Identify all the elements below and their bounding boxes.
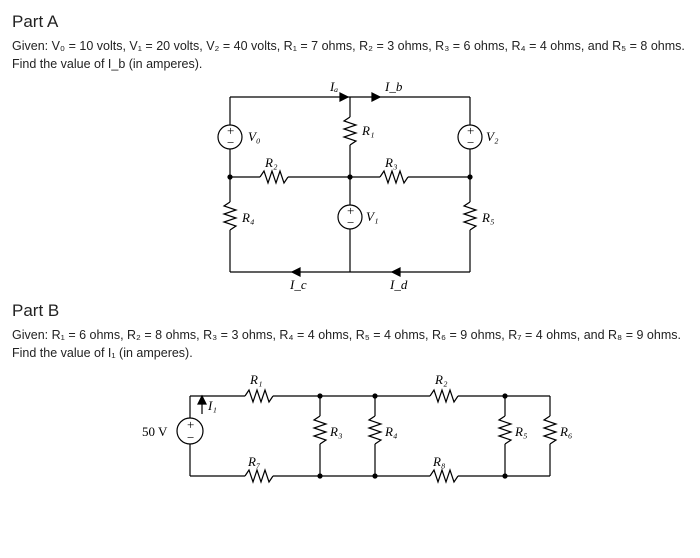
- svg-text:−: −: [227, 135, 234, 150]
- part-a-circuit: Iₐ I_b + − V₀ R₁ + − V₂ R₂ R₃: [180, 77, 520, 297]
- label-v1: V₁: [366, 209, 378, 224]
- label-r5: R₅: [481, 210, 494, 225]
- label-r6: R₆: [559, 424, 572, 439]
- label-r8: R₈: [432, 454, 446, 469]
- label-r7: R₇: [247, 454, 261, 469]
- label-r3b: R₃: [329, 424, 342, 439]
- svg-text:−: −: [347, 215, 354, 230]
- label-v2: V₂: [486, 129, 499, 144]
- label-id: I_d: [389, 277, 408, 292]
- part-a-heading: Part A: [12, 12, 688, 32]
- label-r4: R₄: [241, 210, 255, 225]
- part-b-circuit: + − 50 V I₁ R₁ R₂ R₇ R₈ R₃: [90, 366, 610, 496]
- label-ia: Iₐ: [329, 79, 338, 94]
- part-b-heading: Part B: [12, 301, 688, 321]
- label-r1: R₁: [361, 123, 374, 138]
- label-r1b: R₁: [249, 372, 262, 387]
- label-r2: R₂: [264, 155, 278, 170]
- label-i1: I₁: [207, 398, 217, 413]
- svg-text:−: −: [467, 135, 474, 150]
- part-a-given: Given: V₀ = 10 volts, V₁ = 20 volts, V₂ …: [12, 38, 688, 73]
- label-r2b: R₂: [434, 372, 448, 387]
- label-vs: 50 V: [142, 424, 168, 439]
- label-v0: V₀: [248, 129, 260, 144]
- label-r5b: R₅: [514, 424, 527, 439]
- part-b-given: Given: R₁ = 6 ohms, R₂ = 8 ohms, R₃ = 3 …: [12, 327, 688, 362]
- label-r4b: R₄: [384, 424, 398, 439]
- label-ic: I_c: [289, 277, 307, 292]
- label-r3: R₃: [384, 155, 397, 170]
- svg-text:−: −: [187, 430, 194, 445]
- label-ib: I_b: [384, 79, 403, 94]
